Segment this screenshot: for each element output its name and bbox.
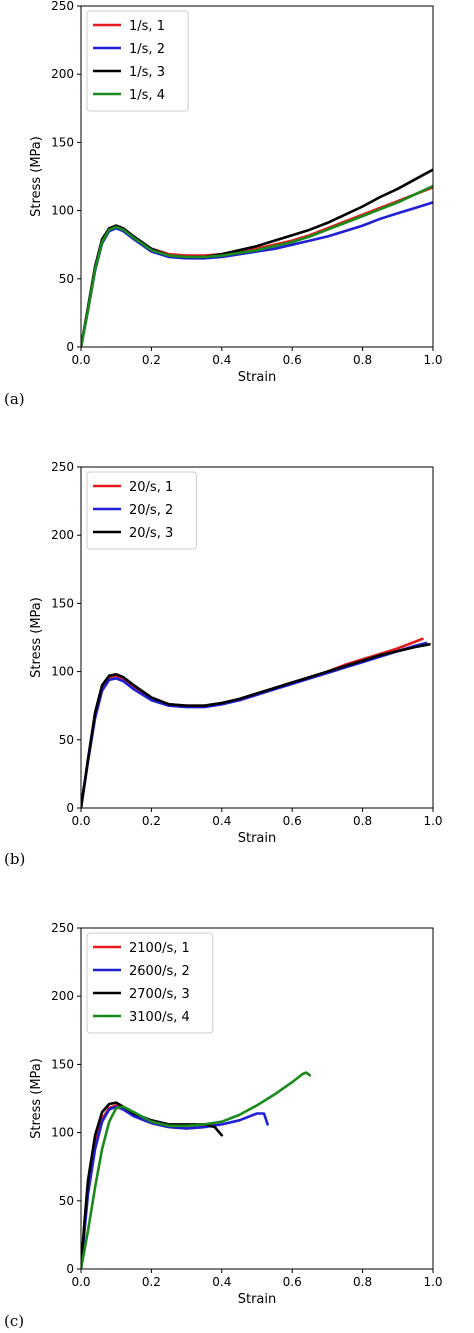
y-tick-label: 150: [51, 1057, 74, 1071]
legend: 2100/s, 1 2600/s, 2 2700/s, 3 3100/s, 4: [86, 932, 214, 1034]
panel-label: (a): [4, 390, 25, 408]
x-axis-label: Strain: [238, 1292, 277, 1307]
x-axis-label: Strain: [238, 831, 277, 846]
y-tick-label: 0: [66, 1262, 74, 1276]
legend-entry: 3100/s, 4: [129, 1010, 190, 1025]
legend-entry: 1/s, 1: [129, 19, 165, 34]
y-tick-label: 200: [51, 528, 74, 542]
y-axis-label: Stress (MPa): [29, 597, 44, 678]
plot-frame: [80, 466, 434, 809]
x-tick-label: 0.8: [353, 353, 372, 367]
legend-entry: 2600/s, 2: [129, 964, 190, 979]
legend-entry: 1/s, 2: [129, 42, 165, 57]
y-tick-label: 100: [51, 1126, 74, 1140]
y-tick-label: 250: [51, 0, 74, 13]
legend: 20/s, 1 20/s, 2 20/s, 3: [86, 471, 197, 550]
series-line-2: [81, 1105, 269, 1269]
y-tick-label: 200: [51, 67, 74, 81]
legend: 1/s, 1 1/s, 2 1/s, 3 1/s, 4: [86, 10, 189, 112]
y-tick-label: 200: [51, 989, 74, 1003]
y-tick-label: 0: [66, 340, 74, 354]
series-line-1: [81, 186, 433, 347]
x-tick-label: 0.8: [353, 814, 372, 828]
series-line-2: [81, 641, 428, 808]
y-tick-label: 150: [51, 135, 74, 149]
y-tick-label: 100: [51, 665, 74, 679]
x-tick-label: 0.2: [142, 353, 161, 367]
series-line-4: [81, 184, 433, 347]
x-tick-label: 0.8: [353, 1275, 372, 1289]
chart-panel-a: 0.0 0.2 0.4 0.6 0.8 1.0 0 50 100 150 200 250 Strain S…: [4, 0, 443, 408]
x-tick-label: 0.0: [71, 353, 90, 367]
panel-label: (c): [4, 1312, 24, 1330]
y-tick-label: 250: [51, 921, 74, 935]
legend-box: [86, 10, 189, 112]
y-axis-label: Stress (MPa): [29, 1058, 44, 1139]
chart-panel-b: 0.0 0.2 0.4 0.6 0.8 1.0 0 50 100 150 200 250 Strain S…: [4, 460, 443, 868]
x-axis-label: Strain: [238, 370, 277, 385]
x-tick-label: 0.2: [142, 814, 161, 828]
x-tick-label: 0.0: [71, 814, 90, 828]
y-tick-label: 50: [59, 272, 74, 286]
x-tick-label: 1.0: [423, 353, 442, 367]
plot-frame: [80, 5, 434, 348]
legend-entry: 2700/s, 3: [129, 987, 190, 1002]
x-tick-label: 0.6: [283, 1275, 302, 1289]
legend-entry: 20/s, 2: [129, 503, 173, 518]
x-tick-label: 0.0: [71, 1275, 90, 1289]
legend-entry: 1/s, 4: [129, 88, 165, 103]
plot-frame: [80, 927, 434, 1270]
series-line-3: [81, 168, 433, 347]
y-tick-label: 250: [51, 460, 74, 474]
chart-panel-c: 0.0 0.2 0.4 0.6 0.8 1.0 0 50 100 150 200 250 Strain S…: [4, 921, 443, 1330]
series-line-3: [81, 642, 431, 808]
y-tick-label: 100: [51, 204, 74, 218]
x-tick-label: 0.4: [212, 814, 231, 828]
y-tick-label: 50: [59, 1194, 74, 1208]
legend-entry: 20/s, 3: [129, 526, 173, 541]
legend-entry: 20/s, 1: [129, 480, 173, 495]
x-tick-label: 1.0: [423, 1275, 442, 1289]
y-axis-label: Stress (MPa): [29, 136, 44, 217]
x-tick-label: 1.0: [423, 814, 442, 828]
y-tick-label: 0: [66, 801, 74, 815]
x-tick-label: 0.2: [142, 1275, 161, 1289]
x-tick-label: 0.4: [212, 353, 231, 367]
y-tick-label: 150: [51, 596, 74, 610]
x-tick-label: 0.6: [283, 353, 302, 367]
series-line-2: [81, 201, 433, 347]
panel-label: (b): [4, 850, 25, 868]
legend-box: [86, 932, 214, 1034]
y-tick-label: 50: [59, 733, 74, 747]
x-tick-label: 0.6: [283, 814, 302, 828]
legend-entry: 2100/s, 1: [129, 941, 190, 956]
series-line-4: [81, 1071, 312, 1269]
legend-entry: 1/s, 3: [129, 65, 165, 80]
legend-box: [86, 471, 197, 550]
x-tick-label: 0.4: [212, 1275, 231, 1289]
series-line-1: [81, 637, 424, 808]
